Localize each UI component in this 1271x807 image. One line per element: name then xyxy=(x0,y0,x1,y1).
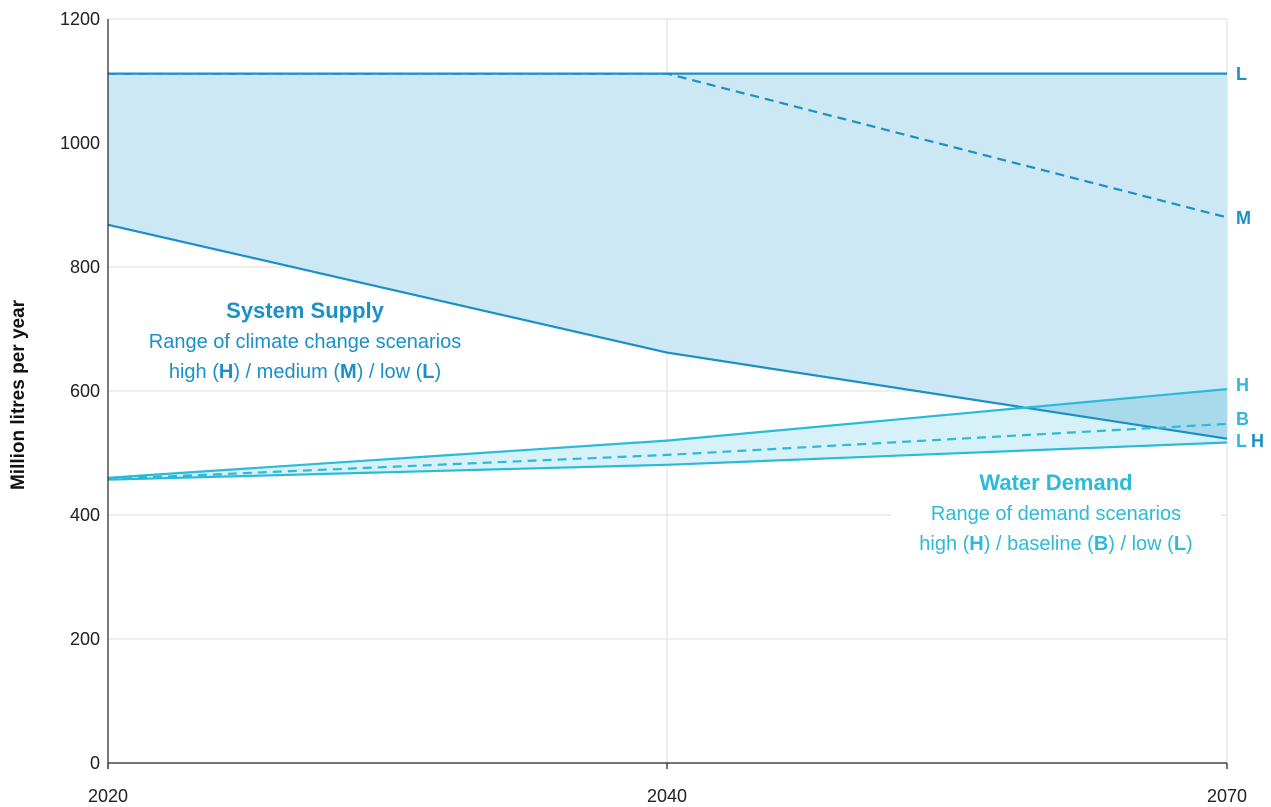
annotations: System Supply Range of climate change sce… xyxy=(149,298,1221,566)
demand-annotation-title: Water Demand xyxy=(979,470,1132,495)
supply-line-H xyxy=(107,223,1228,440)
demand-line-L xyxy=(107,441,1228,481)
demand-line-H xyxy=(107,388,1228,479)
supply-annotation-line2: high (H) / medium (M) / low (L) xyxy=(169,361,441,383)
demand-annotation-segment: ) / low ( xyxy=(1108,533,1174,555)
supply-annotation-title: System Supply xyxy=(226,298,384,323)
supply-annotation-segment: ) / low ( xyxy=(357,361,423,383)
supply-end-label-L: L xyxy=(1236,64,1247,84)
axes xyxy=(107,19,1228,769)
y-tick-label: 400 xyxy=(70,505,100,525)
supply-annotation-line1: Range of climate change scenarios xyxy=(149,331,461,353)
demand-annotation-segment: high ( xyxy=(919,533,969,555)
demand-annotation-segment: L xyxy=(1174,533,1186,555)
supply-annotation-segment: ) / medium ( xyxy=(233,361,340,383)
supply-end-label-H: H xyxy=(1251,431,1264,451)
demand-annotation-bg xyxy=(891,502,1221,566)
demand-line-B xyxy=(107,422,1228,481)
y-tick-label: 600 xyxy=(70,381,100,401)
supply-annotation-segment: H xyxy=(219,361,233,383)
y-tick-label: 1200 xyxy=(60,9,100,29)
demand-end-label-H: H xyxy=(1236,375,1249,395)
y-axis-label: Million litres per year xyxy=(8,299,29,490)
supply-annotation-segment: high ( xyxy=(169,361,219,383)
y-tick-label: 0 xyxy=(90,753,100,773)
supply-range-area xyxy=(108,73,1227,439)
demand-annotation-segment: B xyxy=(1094,533,1108,555)
demand-annotation-segment: H xyxy=(969,533,983,555)
demand-end-label-L: L xyxy=(1236,431,1247,451)
demand-end-label-B: B xyxy=(1236,409,1249,429)
supply-line-M xyxy=(108,72,1228,219)
supply-annotation-segment: ) xyxy=(434,361,441,383)
demand-annotation-segment: ) / baseline ( xyxy=(984,533,1094,555)
y-tick-label: 1000 xyxy=(60,133,100,153)
tick-labels: 0 200 400 600 800 1000 1200 2020 2040 2070 xyxy=(60,9,1247,806)
x-tick-label: 2040 xyxy=(647,786,687,806)
supply-annotation-segment: L xyxy=(422,361,434,383)
y-tick-label: 200 xyxy=(70,629,100,649)
x-tick-label: 2020 xyxy=(88,786,128,806)
y-tick-label: 800 xyxy=(70,257,100,277)
x-tick-label: 2070 xyxy=(1207,786,1247,806)
supply-end-label-M: M xyxy=(1236,208,1251,228)
demand-annotation-line1: Range of demand scenarios xyxy=(931,503,1181,525)
demand-annotation-segment: ) xyxy=(1186,533,1193,555)
supply-annotation-segment: M xyxy=(340,361,357,383)
demand-annotation-line2: high (H) / baseline (B) / low (L) xyxy=(919,533,1192,555)
series-lines xyxy=(107,72,1228,481)
